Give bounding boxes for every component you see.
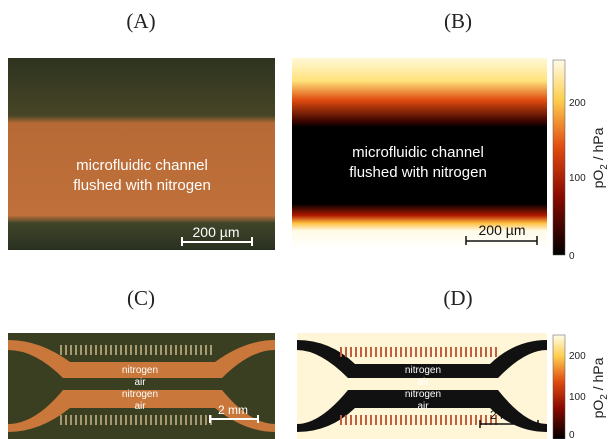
channel-label: nitrogen xyxy=(405,389,441,400)
colorbar-tick: 100 xyxy=(569,173,586,184)
colorbar xyxy=(553,335,565,439)
caption: microfluidic channel xyxy=(352,144,484,161)
caption: flushed with nitrogen xyxy=(73,177,211,194)
caption: flushed with nitrogen xyxy=(349,164,487,181)
colorbar xyxy=(553,60,565,255)
colorbar-tick: 200 xyxy=(569,98,586,109)
colorbar-tick: 100 xyxy=(569,392,586,403)
panel-label: (B) xyxy=(444,9,472,33)
channel-label: nitrogen xyxy=(122,389,158,400)
scale-bar-label: 2 mm xyxy=(490,408,520,422)
panel-label: (C) xyxy=(127,286,155,310)
colorbar-tick: 200 xyxy=(569,351,586,362)
colorbar-tick: 0 xyxy=(569,430,575,439)
colorbar-title: pO2 / hPa xyxy=(590,357,609,418)
scale-bar-label: 200 µm xyxy=(193,224,240,240)
panel-label: (A) xyxy=(126,9,155,33)
channel-label: air xyxy=(134,401,146,412)
scale-bar-label: 2 mm xyxy=(218,403,248,417)
figure: (A) microfluidic channel flushed with ni… xyxy=(0,0,609,439)
colorbar-tick: 0 xyxy=(569,251,575,262)
page: (A) microfluidic channel flushed with ni… xyxy=(0,0,609,439)
channel-label: air xyxy=(134,377,146,388)
channel-label: air xyxy=(417,377,429,388)
panel-label: (D) xyxy=(443,286,472,310)
channel-label: nitrogen xyxy=(122,365,158,376)
channel-label: air xyxy=(417,401,429,412)
micrograph xyxy=(8,58,275,250)
caption: microfluidic channel xyxy=(76,157,208,174)
scale-bar-label: 200 µm xyxy=(479,222,526,238)
colorbar-title: pO2 / hPa xyxy=(590,127,609,188)
channel-label: nitrogen xyxy=(405,365,441,376)
